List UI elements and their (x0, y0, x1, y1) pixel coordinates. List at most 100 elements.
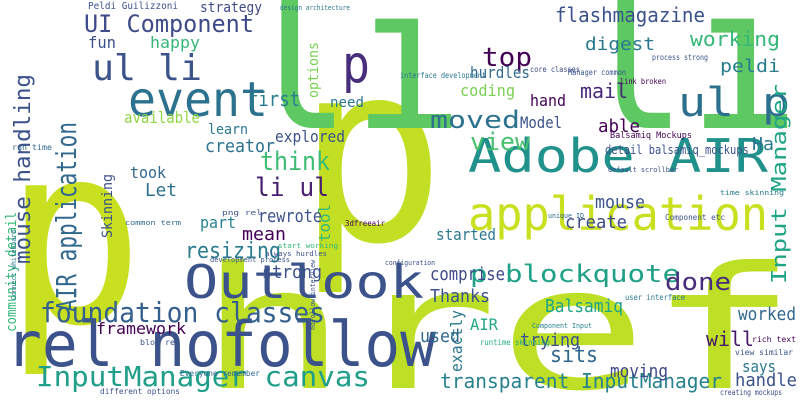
word: runtime skinning (480, 338, 550, 347)
word: href (198, 231, 798, 400)
word: says (742, 357, 776, 376)
word: available (124, 108, 200, 127)
word: options (306, 42, 322, 98)
word: Everyone remember (180, 369, 260, 378)
word: Skinning (100, 174, 116, 238)
word: mouse handling (11, 74, 36, 264)
word: detail balsamiq_mockups_ (605, 143, 756, 157)
word: Manager common (568, 68, 626, 77)
word: Connect whiteboard (10, 230, 18, 300)
word: rich text (752, 335, 796, 344)
word: Let (145, 180, 177, 201)
word: coding (460, 81, 515, 100)
word: p (296, 8, 446, 299)
word: Adobe AIR (468, 129, 768, 183)
word: top (482, 43, 532, 73)
word: foundation classes (40, 296, 325, 329)
word: AIR application (50, 122, 83, 312)
word: p (342, 35, 370, 95)
word: user interface (625, 293, 685, 302)
word: community detail (4, 212, 20, 332)
word: mean (242, 224, 286, 245)
word: Component Input (532, 322, 592, 330)
word: ul p (678, 80, 790, 126)
word: tool (315, 204, 334, 242)
word: fun (88, 33, 116, 52)
word: 3dfreeair (345, 219, 385, 228)
word: exactly (447, 310, 466, 372)
word: event (128, 72, 268, 128)
word: flashmagazine (555, 3, 705, 27)
word: p (4, 90, 144, 381)
word: sits (550, 343, 598, 368)
word: UI Component (84, 10, 254, 38)
word: rel nofollow (6, 308, 437, 381)
word: Outlook (184, 255, 424, 309)
word: took (130, 163, 166, 182)
word: Thanks (430, 286, 490, 307)
word: explored (275, 127, 345, 146)
word: process strong (652, 53, 708, 62)
word: think (260, 147, 330, 177)
word: create (565, 212, 627, 233)
word: view similar (735, 348, 793, 357)
word: ul li (92, 48, 202, 89)
word: li ul (255, 173, 329, 203)
word: creator (205, 136, 275, 157)
word: hurdles (470, 63, 530, 82)
word: p blockquote (470, 260, 680, 288)
word: resizing (185, 239, 281, 264)
word: Component etc (665, 213, 725, 222)
word: unique ID (548, 212, 584, 220)
word: Balsamiq Mockups (610, 131, 692, 141)
word: Input Manager (767, 84, 791, 284)
word: nofollow interview (309, 259, 317, 330)
word: Peldi Guilizzoni (88, 1, 178, 12)
word: li li (240, 0, 800, 176)
word: start working (278, 242, 338, 250)
word: worked (738, 304, 796, 325)
word: time skinning (720, 189, 784, 197)
word: common term (125, 219, 181, 227)
word: will (706, 327, 754, 351)
word: working (690, 27, 780, 51)
word: handle (735, 370, 797, 391)
word: png rel (222, 209, 262, 217)
word: Balsamiq (545, 296, 623, 317)
word: hand (530, 91, 566, 110)
word: part (200, 213, 236, 232)
word: strong (262, 262, 322, 283)
word: transparent InputManager (440, 369, 722, 393)
word: first (248, 87, 300, 111)
word: design architecture (280, 4, 350, 12)
word: default scrollbar (608, 166, 678, 174)
word: peldi (720, 56, 780, 77)
word: AIR (470, 315, 498, 334)
word: Ha (752, 134, 774, 155)
word: run time (12, 143, 52, 152)
word: rewrote (258, 206, 322, 227)
word: mail (580, 79, 628, 103)
word: done (665, 268, 731, 296)
word: always hurdles (265, 250, 327, 258)
word: blog rel (140, 338, 180, 347)
word: configuration (385, 259, 435, 267)
word: framework (96, 319, 186, 338)
word: InputManager canvas (36, 360, 370, 393)
word: used (420, 326, 460, 347)
word: moved (430, 106, 520, 134)
word: application (468, 187, 768, 241)
word: Model (520, 113, 562, 132)
word: different options (100, 387, 180, 396)
word: mouse (595, 192, 645, 213)
word: creating mockups (720, 388, 782, 397)
word: comprise (430, 264, 505, 285)
word: able (598, 116, 640, 137)
word: view (470, 128, 531, 156)
word: learn (208, 122, 248, 138)
word: core classes (530, 65, 580, 74)
word: development process (210, 256, 290, 264)
word: digest (585, 34, 655, 55)
